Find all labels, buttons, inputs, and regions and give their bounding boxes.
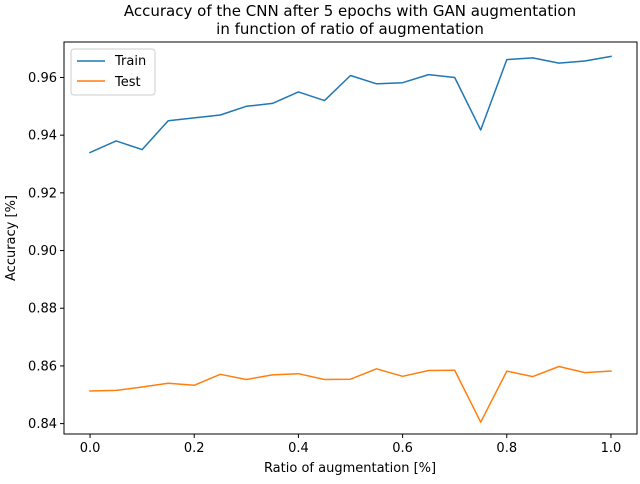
y-tick-label: 0.86 (28, 359, 57, 374)
x-tick-label: 0.0 (80, 441, 101, 456)
x-axis-ticks: 0.0 0.2 0.4 0.6 0.8 1.0 (80, 434, 622, 456)
y-axis-ticks: 0.84 0.86 0.88 0.90 0.92 0.94 0.96 (28, 71, 64, 432)
y-tick-label: 0.94 (28, 129, 57, 144)
x-tick-label: 0.2 (184, 441, 205, 456)
series-line-train (89, 55, 612, 154)
legend: Train Test (70, 48, 156, 96)
legend-label-train: Train (114, 54, 146, 69)
x-tick-label: 0.8 (496, 441, 517, 456)
chart-title-line2: in function of ratio of augmentation (216, 20, 484, 38)
y-tick-label: 0.96 (28, 71, 57, 86)
x-tick-label: 0.6 (392, 441, 413, 456)
x-axis-label: Ratio of augmentation [%] (264, 461, 436, 476)
y-axis-label: Accuracy [%] (4, 195, 19, 281)
series-line-test (89, 365, 612, 423)
x-tick-label: 0.4 (288, 441, 309, 456)
y-tick-label: 0.84 (28, 417, 57, 432)
plot-frame (63, 41, 638, 435)
x-tick-label: 1.0 (601, 441, 622, 456)
y-tick-label: 0.88 (28, 302, 57, 317)
chart-title-line1: Accuracy of the CNN after 5 epochs with … (124, 2, 576, 20)
y-tick-label: 0.90 (28, 244, 57, 259)
y-tick-label: 0.92 (28, 186, 57, 201)
series-layer (89, 55, 612, 423)
legend-label-test: Test (114, 75, 141, 90)
